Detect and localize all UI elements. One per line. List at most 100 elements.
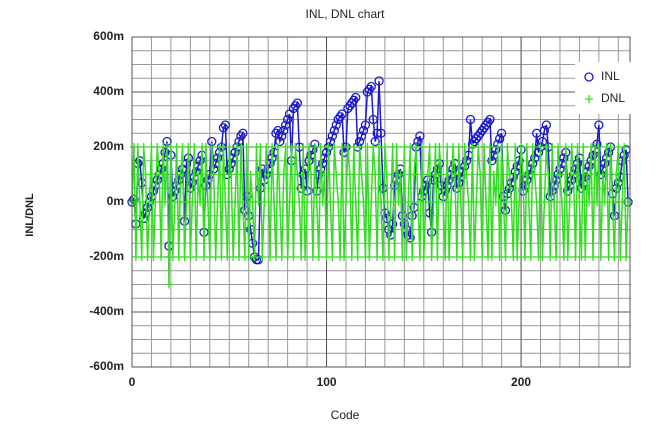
data-point	[609, 211, 620, 221]
data-point	[192, 253, 201, 261]
data-point	[538, 253, 547, 261]
data-point	[565, 198, 574, 206]
data-point	[456, 198, 465, 206]
data-point	[207, 143, 216, 151]
data-point	[359, 198, 368, 206]
legend: INL DNL	[575, 62, 631, 114]
data-point	[190, 143, 199, 151]
data-point	[176, 170, 185, 179]
data-point	[585, 198, 594, 206]
data-point	[258, 253, 267, 261]
data-point	[316, 143, 325, 151]
data-point	[149, 253, 158, 261]
data-point	[531, 128, 542, 138]
data-point	[437, 170, 446, 179]
y-tick-label: 200m	[93, 139, 124, 153]
data-point	[306, 170, 315, 179]
data-point	[377, 198, 385, 206]
data-point	[366, 81, 376, 92]
data-point	[450, 170, 459, 179]
data-point	[622, 253, 631, 261]
data-point	[612, 170, 621, 179]
legend-symbol	[584, 72, 594, 82]
data-point	[487, 156, 497, 166]
data-point	[277, 131, 287, 141]
data-point	[433, 253, 442, 261]
data-point	[603, 147, 614, 158]
data-point	[489, 170, 498, 179]
y-tick-label: -600m	[89, 359, 124, 373]
data-point	[194, 170, 203, 179]
data-point	[231, 198, 240, 206]
data-point	[444, 175, 454, 185]
data-point	[491, 145, 501, 155]
data-point	[213, 198, 222, 206]
y-tick-label: -200m	[89, 249, 124, 263]
data-point	[328, 253, 337, 261]
data-point	[260, 198, 269, 206]
data-point	[579, 143, 588, 151]
data-point	[413, 198, 422, 206]
data-point	[275, 136, 285, 147]
data-point	[227, 170, 236, 179]
data-point	[465, 114, 476, 125]
data-point	[330, 143, 339, 151]
data-point	[596, 253, 605, 261]
data-point	[589, 253, 598, 261]
data-point	[408, 253, 417, 261]
data-point	[160, 147, 170, 158]
data-point	[345, 170, 354, 179]
data-point	[317, 158, 328, 169]
plot-frame	[131, 36, 631, 368]
data-point	[142, 202, 153, 213]
data-point	[341, 198, 350, 206]
data-point	[327, 131, 338, 141]
data-point	[394, 198, 403, 206]
data-point	[157, 253, 166, 261]
data-point	[404, 198, 413, 206]
data-point	[445, 253, 454, 261]
data-point	[423, 170, 432, 179]
data-point	[485, 114, 495, 125]
data-point	[594, 143, 603, 151]
data-point	[555, 170, 564, 179]
data-point	[500, 205, 511, 215]
data-point	[290, 101, 301, 111]
data-point	[335, 112, 345, 122]
data-point	[314, 253, 323, 261]
legend-label: INL	[601, 69, 620, 83]
data-point	[624, 198, 633, 206]
data-point	[300, 164, 310, 174]
data-point	[357, 170, 366, 179]
data-point	[606, 143, 615, 151]
data-point	[376, 128, 386, 138]
data-point	[392, 143, 401, 151]
data-point	[496, 128, 507, 138]
data-point	[351, 198, 360, 206]
data-point	[230, 147, 240, 158]
data-point	[360, 120, 371, 130]
data-point	[349, 95, 359, 105]
data-point	[358, 125, 369, 136]
data-point	[390, 253, 399, 261]
data-point	[246, 170, 255, 179]
data-point	[594, 120, 604, 130]
y-tick-label: 400m	[93, 84, 124, 98]
data-point	[292, 98, 303, 108]
data-point	[415, 131, 425, 141]
data-point	[429, 198, 438, 206]
data-point	[575, 198, 584, 206]
data-point	[334, 198, 343, 206]
data-point	[296, 183, 306, 193]
data-point	[220, 120, 231, 130]
data-point	[170, 198, 179, 206]
data-point	[600, 198, 609, 206]
data-point	[544, 170, 553, 179]
data-point	[225, 143, 234, 151]
data-point	[129, 194, 139, 204]
data-point	[554, 143, 563, 151]
data-point	[351, 92, 361, 103]
data-point	[491, 198, 500, 206]
data-point	[513, 253, 522, 261]
